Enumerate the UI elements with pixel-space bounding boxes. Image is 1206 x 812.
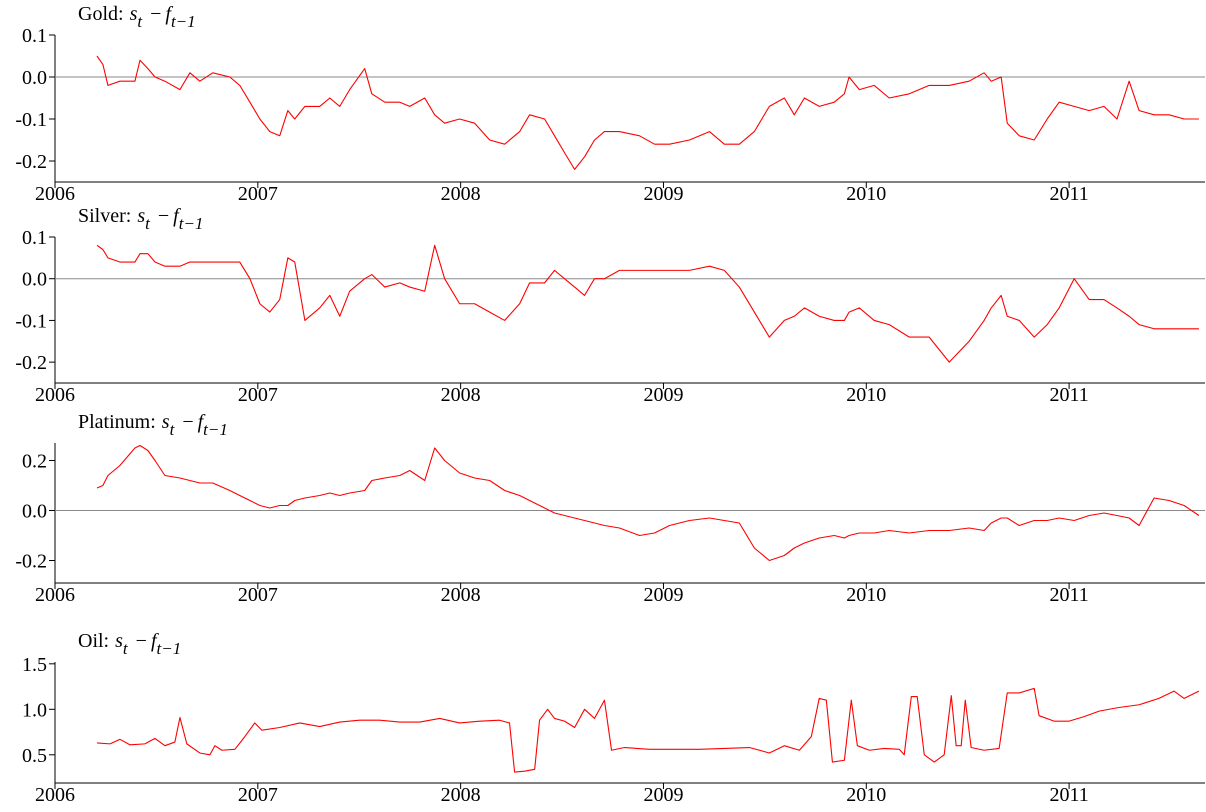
title-label: Gold:: [78, 3, 124, 25]
data-line: [96, 687, 1200, 773]
y-tick-label: 0.1: [22, 227, 47, 249]
y-tick-label: 0.0: [22, 269, 47, 291]
y-tick-label: 0.0: [22, 67, 47, 89]
title-math: −: [136, 630, 147, 652]
y-tick-label: 0.2: [22, 451, 47, 473]
title-math: t−1: [179, 214, 204, 233]
y-tick-label: -0.2: [15, 551, 47, 573]
y-tick-label: 1.0: [22, 699, 47, 721]
x-tick-label: 2010: [846, 384, 886, 406]
title-math: −: [182, 411, 193, 433]
y-tick-label: 0.5: [22, 745, 47, 767]
y-tick-label: -0.2: [15, 352, 47, 374]
x-tick-label: 2006: [35, 584, 75, 606]
y-tick-label: -0.2: [15, 151, 47, 173]
x-tick-label: 2006: [35, 784, 75, 806]
title-math: t−1: [157, 639, 182, 658]
title-math: t: [170, 420, 176, 439]
title-math: t−1: [171, 12, 196, 31]
x-tick-label: 2011: [1049, 183, 1088, 205]
y-tick-label: 1.5: [22, 654, 47, 676]
title-math: t: [137, 12, 143, 31]
x-tick-label: 2006: [35, 183, 75, 205]
title-math: s: [130, 3, 138, 25]
title-math: f: [173, 205, 181, 227]
title-math: f: [151, 630, 159, 652]
x-tick-label: 2009: [643, 384, 683, 406]
x-tick-label: 2007: [238, 183, 278, 205]
title-math: f: [198, 411, 206, 433]
panel-title: Platinum: st − ft−1: [78, 411, 228, 439]
x-tick-label: 2008: [441, 584, 481, 606]
panel-title: Silver: st − ft−1: [78, 205, 203, 233]
panel-title: Oil: st − ft−1: [78, 630, 181, 658]
data-line: [96, 444, 1200, 562]
x-tick-label: 2011: [1049, 384, 1088, 406]
title-math: s: [162, 411, 170, 433]
title-label: Silver:: [78, 205, 131, 227]
title-math: −: [158, 205, 169, 227]
x-tick-label: 2007: [238, 784, 278, 806]
y-tick-label: 0.0: [22, 501, 47, 523]
x-tick-label: 2008: [441, 784, 481, 806]
data-line: [96, 244, 1199, 363]
x-tick-label: 2010: [846, 584, 886, 606]
x-tick-label: 2010: [846, 784, 886, 806]
x-tick-label: 2009: [643, 784, 683, 806]
y-tick-label: 0.1: [22, 25, 47, 47]
data-line: [96, 55, 1199, 170]
x-tick-label: 2011: [1049, 584, 1088, 606]
x-tick-label: 2009: [643, 584, 683, 606]
y-tick-label: -0.1: [15, 109, 47, 131]
title-math: s: [115, 630, 123, 652]
x-tick-label: 2010: [846, 183, 886, 205]
y-tick-label: -0.1: [15, 310, 47, 332]
panel-title: Gold: st − ft−1: [78, 3, 196, 31]
title-math: t: [145, 214, 151, 233]
title-label: Platinum:: [78, 411, 156, 433]
x-tick-label: 2007: [238, 384, 278, 406]
x-tick-label: 2008: [441, 183, 481, 205]
x-tick-label: 2011: [1049, 784, 1088, 806]
title-math: −: [150, 3, 161, 25]
x-tick-label: 2009: [643, 183, 683, 205]
title-label: Oil:: [78, 630, 109, 652]
title-math: f: [165, 3, 173, 25]
x-tick-label: 2006: [35, 384, 75, 406]
title-math: t: [123, 639, 129, 658]
title-math: s: [137, 205, 145, 227]
x-tick-label: 2008: [441, 384, 481, 406]
title-math: t−1: [203, 420, 228, 439]
x-tick-label: 2007: [238, 584, 278, 606]
